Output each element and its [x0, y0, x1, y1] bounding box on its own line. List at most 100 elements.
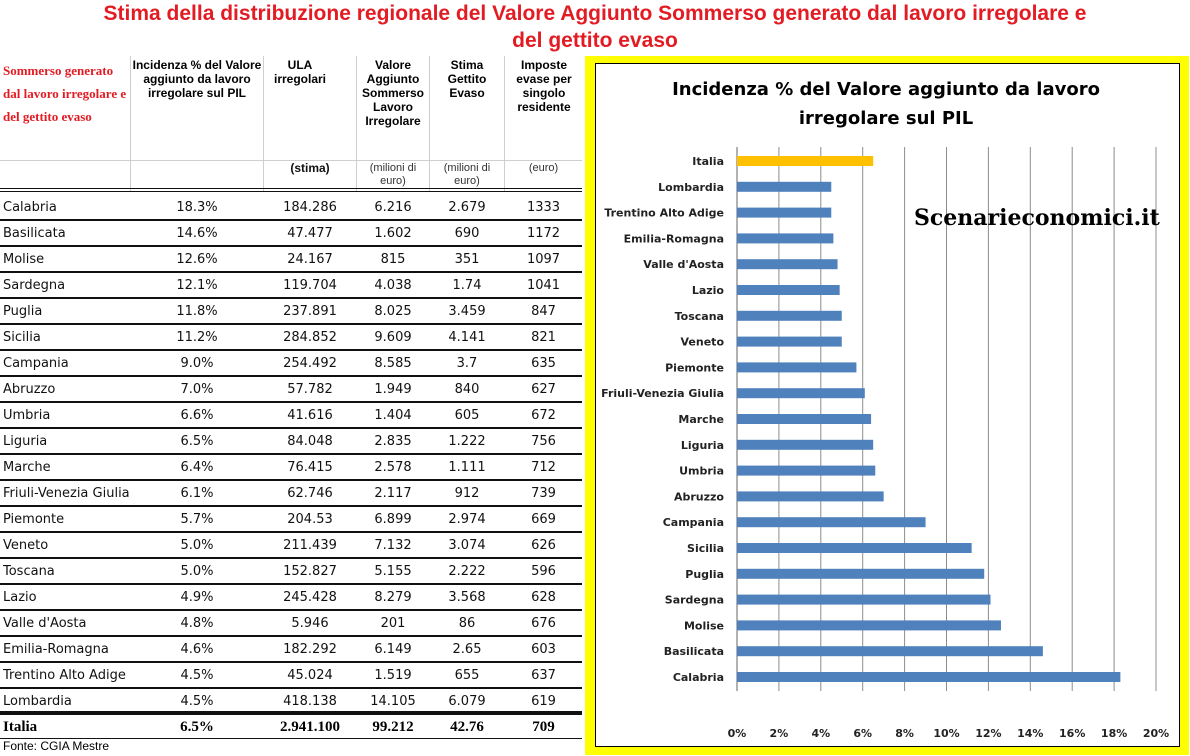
cell-ula: 237.891 — [283, 304, 337, 319]
bar — [737, 543, 972, 553]
cell-imposte: 1172 — [526, 226, 561, 241]
header-rule — [0, 191, 582, 192]
cell-incidenza: 14.6% — [176, 226, 218, 241]
column-divider — [504, 56, 505, 191]
cell-region: Campania — [3, 356, 69, 371]
cell-region: Veneto — [3, 538, 49, 553]
table-row: Liguria 6.5% 84.048 2.835 1.222 756 — [0, 429, 582, 455]
cell-imposte: 635 — [531, 356, 556, 371]
cell-gettito: 690 — [454, 226, 480, 241]
cell-gettito: 3.7 — [456, 356, 478, 371]
bar — [737, 285, 840, 295]
chart-panel: Incidenza % del Valore aggiunto da lavor… — [595, 63, 1180, 747]
cell-valore: 201 — [380, 616, 406, 631]
cell-gettito: 605 — [454, 408, 480, 423]
bar — [737, 620, 1001, 631]
cell-region: Sicilia — [3, 330, 41, 345]
header-ula-label: ULA irregolari — [273, 58, 327, 86]
table-row: Sicilia 11.2% 284.852 9.609 4.141 821 — [0, 325, 582, 351]
header-gettito: Stima Gettito Evaso — [430, 56, 504, 214]
table-row: Friuli-Venezia Giulia 6.1% 62.746 2.117 912 7… — [0, 481, 582, 507]
x-tick-label: 16% — [1059, 727, 1085, 740]
bar — [737, 439, 874, 450]
cell-gettito: 6.079 — [448, 694, 486, 709]
cell-region: Puglia — [3, 304, 43, 319]
cell-valore: 5.155 — [374, 564, 412, 579]
title-line-1: Stima della distribuzione regionale del … — [103, 2, 1087, 25]
cell-imposte: 676 — [531, 616, 556, 631]
table-row: Basilicata 14.6% 47.477 1.602 690 1172 — [0, 221, 582, 247]
cell-valore: 1.404 — [374, 408, 412, 423]
header-valore: Valore Aggiunto Sommerso Lavoro Irregola… — [357, 56, 429, 214]
header-separator — [0, 160, 582, 161]
total-valore: 99.212 — [372, 719, 414, 735]
bar — [737, 259, 838, 270]
cell-region: Molise — [3, 252, 45, 267]
total-bottom-rule — [0, 738, 582, 739]
table-row: Toscana 5.0% 152.827 5.155 2.222 596 — [0, 559, 582, 585]
cell-valore: 14.105 — [370, 694, 416, 709]
bar — [737, 156, 874, 166]
cell-ula: 119.704 — [283, 278, 337, 293]
cell-imposte: 1097 — [526, 252, 561, 267]
cell-valore: 2.835 — [374, 434, 412, 449]
table-row: Marche 6.4% 76.415 2.578 1.111 712 — [0, 455, 582, 481]
chart-title-line-1: Incidenza % del Valore aggiunto da lavor… — [672, 79, 1100, 100]
cell-ula: 284.852 — [283, 330, 337, 345]
total-row: Italia 6.5% 2.941.100 99.212 42.76 709 — [0, 715, 582, 739]
total-label: Italia — [3, 719, 38, 735]
total-incidenza: 6.5% — [180, 719, 214, 735]
cell-ula: 84.048 — [287, 434, 333, 449]
category-label: Toscana — [675, 310, 724, 323]
unit-valore: (milioni di euro) — [369, 162, 417, 187]
bar — [737, 181, 832, 192]
category-label: Lazio — [692, 284, 725, 297]
x-tick-label: 12% — [975, 727, 1001, 740]
cell-valore: 815 — [380, 252, 406, 267]
unit-ula: (stima) — [290, 161, 330, 175]
x-tick-label: 14% — [1017, 727, 1043, 740]
bar — [737, 646, 1043, 657]
category-label: Valle d'Aosta — [643, 258, 724, 271]
category-label: Calabria — [673, 671, 724, 684]
cell-ula: 204.53 — [287, 512, 333, 527]
page-title: Stima della distribuzione regionale del … — [0, 0, 1190, 56]
cell-ula: 245.428 — [283, 590, 337, 605]
cell-gettito: 3.459 — [448, 304, 486, 319]
cell-gettito: 351 — [454, 252, 480, 267]
header-gettito-label: Stima Gettito Evaso — [447, 58, 487, 100]
bar — [737, 568, 985, 579]
category-label: Puglia — [685, 568, 724, 581]
cell-incidenza: 4.5% — [180, 668, 214, 683]
header-ula: ULA irregolari — [264, 56, 356, 214]
bar — [737, 310, 842, 321]
category-label: Molise — [684, 619, 724, 632]
column-divider — [429, 56, 430, 191]
table-row: Trentino Alto Adige 4.5% 45.024 1.519 655 637 — [0, 663, 582, 689]
bar — [737, 233, 834, 244]
cell-ula: 45.024 — [287, 668, 333, 683]
cell-region: Friuli-Venezia Giulia — [3, 486, 130, 501]
cell-incidenza: 12.6% — [176, 252, 218, 267]
x-tick-label: 6% — [853, 727, 872, 740]
cell-ula: 5.946 — [291, 616, 329, 631]
category-label: Piemonte — [665, 361, 724, 374]
table-row: Lombardia 4.5% 418.138 14.105 6.079 619 — [0, 689, 582, 715]
header-sommerso-label: Sommerso generato dal lavoro irregolare … — [3, 63, 127, 124]
cell-imposte: 596 — [531, 564, 556, 579]
cell-incidenza: 12.1% — [176, 278, 218, 293]
category-label: Sardegna — [665, 594, 724, 607]
table-row: Abruzzo 7.0% 57.782 1.949 840 627 — [0, 377, 582, 403]
chart-title-line-2: irregolare sul PIL — [799, 108, 973, 129]
x-tick-label: 2% — [770, 727, 789, 740]
watermark-text: Scenarieconomici.it — [914, 205, 1161, 231]
header-incidenza-label: Incidenza % del Valore aggiunto da lavor… — [132, 58, 262, 100]
bar — [737, 517, 926, 528]
cell-valore: 4.038 — [374, 278, 412, 293]
header-valore-label: Valore Aggiunto Sommerso Lavoro Irregola… — [361, 58, 425, 128]
cell-imposte: 628 — [531, 590, 556, 605]
cell-incidenza: 7.0% — [180, 382, 214, 397]
cell-ula: 418.138 — [283, 694, 337, 709]
cell-region: Piemonte — [3, 512, 65, 527]
cell-imposte: 603 — [531, 642, 556, 657]
